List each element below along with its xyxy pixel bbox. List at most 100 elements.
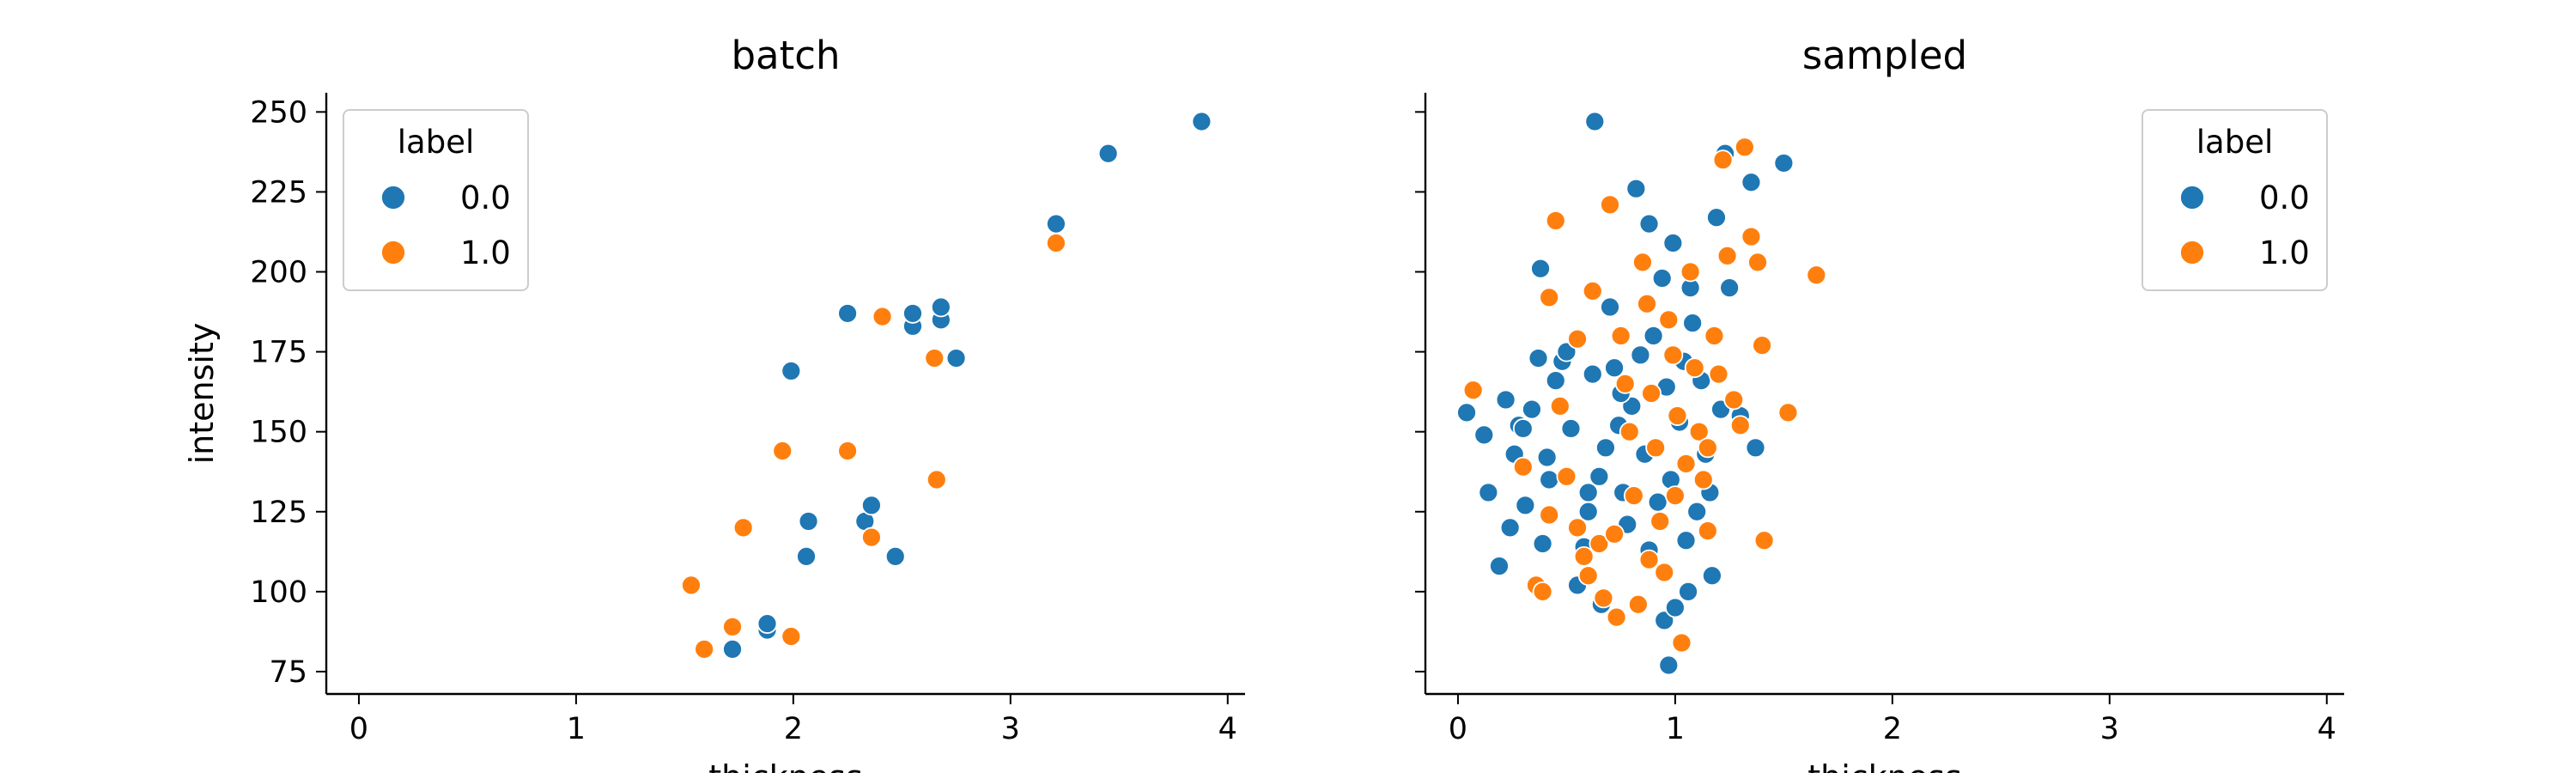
- x-tick-label: 0: [349, 712, 368, 746]
- data-point: [1495, 389, 1516, 411]
- data-point: [1702, 565, 1722, 587]
- y-tick-label: 100: [250, 575, 307, 610]
- data-point: [1512, 418, 1534, 439]
- data-point: [1512, 456, 1534, 478]
- data-point: [1532, 581, 1553, 602]
- data-point: [756, 613, 778, 634]
- data-point: [1688, 421, 1710, 442]
- y-tick-label: 125: [250, 496, 307, 530]
- data-point: [902, 303, 923, 324]
- x-tick-label: 4: [2318, 712, 2336, 746]
- data-point: [930, 296, 951, 318]
- data-point: [1499, 517, 1521, 539]
- x-axis-label: thickness: [1807, 758, 1962, 773]
- data-point: [1658, 309, 1680, 331]
- data-point: [1712, 149, 1734, 171]
- data-point: [1747, 252, 1768, 273]
- data-point: [1577, 482, 1599, 503]
- data-point: [926, 469, 947, 490]
- legend-label: 0.0: [2259, 180, 2310, 216]
- data-point: [1697, 437, 1718, 459]
- data-point: [1610, 326, 1631, 346]
- legend-marker: [2179, 240, 2205, 265]
- x-tick-label: 4: [1218, 712, 1237, 746]
- data-point: [798, 511, 819, 532]
- data-point: [1630, 344, 1651, 366]
- data-point: [861, 526, 882, 548]
- data-point: [1625, 178, 1647, 199]
- data-point: [1734, 137, 1755, 158]
- data-point: [1528, 348, 1549, 368]
- x-tick-label: 0: [1449, 712, 1467, 746]
- data-point: [1684, 357, 1705, 379]
- legend-title: label: [398, 124, 474, 161]
- data-point: [1567, 517, 1588, 539]
- data-point: [1641, 383, 1662, 404]
- data-point: [796, 545, 817, 567]
- data-point: [1723, 389, 1745, 411]
- data-point: [732, 517, 754, 539]
- data-point: [1462, 380, 1484, 401]
- data-point: [1706, 207, 1727, 228]
- y-tick-label: 75: [269, 655, 307, 690]
- data-point: [1606, 606, 1627, 628]
- data-point: [1773, 153, 1795, 173]
- y-tick-label: 250: [250, 95, 307, 130]
- data-point: [1478, 482, 1499, 503]
- data-point: [1729, 415, 1751, 436]
- data-point: [1600, 194, 1620, 216]
- data-point: [1627, 593, 1649, 615]
- data-point: [1567, 328, 1588, 350]
- data-point: [1456, 402, 1477, 423]
- data-point: [1589, 533, 1610, 554]
- data-point: [1645, 437, 1667, 459]
- data-point: [1662, 344, 1684, 366]
- data-point: [1595, 437, 1616, 459]
- data-point: [1549, 395, 1571, 417]
- data-point: [1614, 373, 1636, 394]
- data-point: [1662, 233, 1684, 253]
- data-point: [1692, 469, 1714, 490]
- data-point: [1577, 501, 1599, 522]
- data-point: [1752, 335, 1772, 356]
- y-tick-label: 225: [250, 175, 307, 210]
- data-point: [1573, 545, 1595, 567]
- data-point: [1777, 402, 1799, 423]
- data-point: [1643, 326, 1664, 346]
- data-point: [1716, 245, 1738, 266]
- data-point: [1708, 363, 1729, 385]
- x-tick-label: 2: [784, 712, 803, 746]
- legend-title: label: [2196, 124, 2273, 161]
- legend-marker: [380, 240, 406, 265]
- data-point: [1589, 466, 1610, 487]
- data-point: [1632, 252, 1653, 273]
- legend: label 0.0 1.0: [2142, 109, 2328, 291]
- x-axis-label: thickness: [708, 758, 863, 773]
- legend-label: 1.0: [460, 234, 511, 271]
- data-point: [1682, 313, 1704, 333]
- y-axis-label: intensity: [183, 323, 221, 465]
- data-point: [1530, 258, 1551, 279]
- x-tick-label: 1: [1666, 712, 1685, 746]
- data-point: [1532, 533, 1553, 554]
- data-point: [1522, 399, 1542, 420]
- data-point: [681, 575, 702, 596]
- data-point: [1604, 357, 1625, 379]
- y-tick-label: 175: [250, 336, 307, 370]
- data-point: [1097, 143, 1119, 164]
- data-point: [722, 638, 743, 660]
- data-point: [1619, 421, 1640, 442]
- data-point: [1678, 581, 1698, 602]
- data-point: [1489, 556, 1510, 576]
- data-point: [1623, 485, 1644, 507]
- data-point: [872, 306, 893, 327]
- data-point: [1545, 370, 1566, 392]
- legend-label: 1.0: [2259, 234, 2310, 271]
- data-point: [1638, 549, 1660, 570]
- data-point: [1686, 501, 1708, 522]
- panel-batch: batch 0 1 2 3 4 75 100 125 150 175 200 225 250 thickne…: [183, 33, 1245, 773]
- legend-marker: [2179, 185, 2205, 210]
- data-point: [1664, 597, 1686, 618]
- data-point: [1671, 632, 1692, 654]
